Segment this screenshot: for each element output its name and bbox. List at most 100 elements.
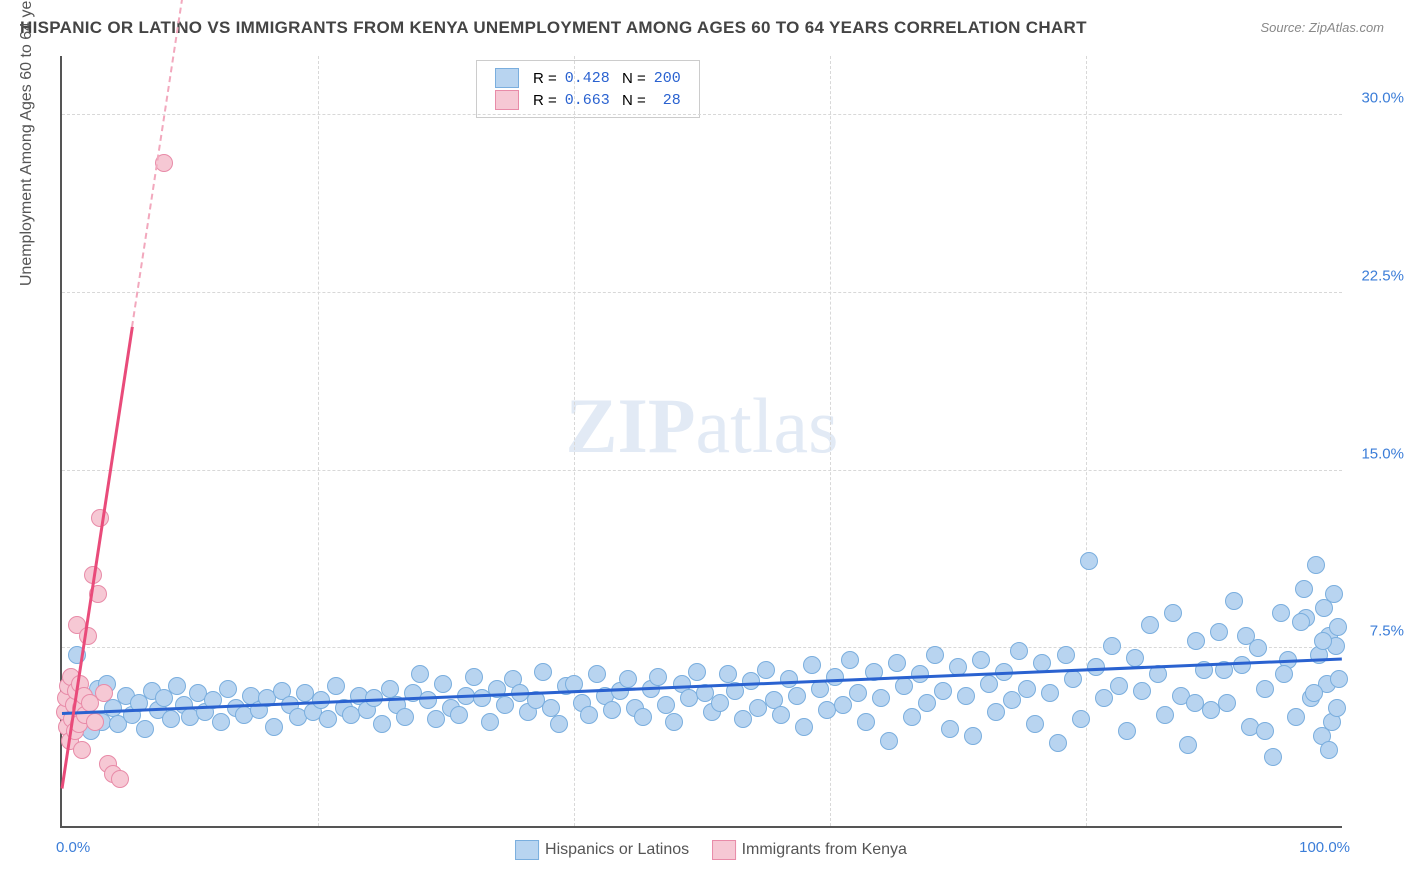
data-point: [319, 710, 337, 728]
data-point: [1187, 632, 1205, 650]
data-point: [719, 665, 737, 683]
data-point: [1256, 680, 1274, 698]
data-point: [427, 710, 445, 728]
data-point: [1141, 616, 1159, 634]
data-point: [1010, 642, 1028, 660]
data-point: [841, 651, 859, 669]
data-point: [734, 710, 752, 728]
data-point: [1164, 604, 1182, 622]
data-point: [73, 741, 91, 759]
trendline-extension: [131, 0, 216, 328]
gridline-v: [574, 56, 575, 826]
data-point: [1064, 670, 1082, 688]
y-tick-label: 30.0%: [1348, 90, 1404, 107]
data-point: [111, 770, 129, 788]
gridline-h: [62, 647, 1342, 648]
swatch-kenya: [495, 90, 519, 110]
data-point: [95, 684, 113, 702]
data-point: [550, 715, 568, 733]
data-point: [957, 687, 975, 705]
data-point: [1314, 632, 1332, 650]
data-point: [780, 670, 798, 688]
gridline-v: [1086, 56, 1087, 826]
y-tick-label: 7.5%: [1348, 623, 1404, 640]
data-point: [1307, 556, 1325, 574]
data-point: [941, 720, 959, 738]
data-point: [481, 713, 499, 731]
data-point: [1103, 637, 1121, 655]
data-point: [534, 663, 552, 681]
data-point: [1018, 680, 1036, 698]
data-point: [1256, 722, 1274, 740]
data-point: [219, 680, 237, 698]
data-point: [649, 668, 667, 686]
data-point: [665, 713, 683, 731]
data-point: [918, 694, 936, 712]
data-point: [757, 661, 775, 679]
chart-title: HISPANIC OR LATINO VS IMMIGRANTS FROM KE…: [20, 18, 1087, 38]
data-point: [987, 703, 1005, 721]
legend-row-kenya: R =0.663 N =28: [491, 89, 685, 111]
data-point: [795, 718, 813, 736]
x-tick-right: 100.0%: [1299, 839, 1350, 856]
data-point: [857, 713, 875, 731]
data-point: [373, 715, 391, 733]
data-point: [1095, 689, 1113, 707]
data-point: [411, 665, 429, 683]
data-point: [1305, 684, 1323, 702]
data-point: [711, 694, 729, 712]
y-tick-label: 22.5%: [1348, 267, 1404, 284]
data-point: [895, 677, 913, 695]
correlation-legend: R =0.428 N =200 R =0.663 N =28: [476, 60, 700, 118]
data-point: [327, 677, 345, 695]
data-point: [1026, 715, 1044, 733]
data-point: [934, 682, 952, 700]
swatch-hispanic-icon: [515, 840, 539, 860]
data-point: [1275, 665, 1293, 683]
data-point: [1287, 708, 1305, 726]
data-point: [688, 663, 706, 681]
data-point: [1080, 552, 1098, 570]
data-point: [1041, 684, 1059, 702]
data-point: [826, 668, 844, 686]
data-point: [434, 675, 452, 693]
data-point: [1072, 710, 1090, 728]
data-point: [1330, 670, 1348, 688]
swatch-hispanic: [495, 68, 519, 88]
data-point: [1133, 682, 1151, 700]
y-axis-label: Unemployment Among Ages 60 to 64 years: [18, 0, 36, 286]
data-point: [419, 691, 437, 709]
data-point: [1264, 748, 1282, 766]
swatch-kenya-icon: [712, 840, 736, 860]
data-point: [849, 684, 867, 702]
data-point: [496, 696, 514, 714]
data-point: [588, 665, 606, 683]
data-point: [1292, 613, 1310, 631]
data-point: [1110, 677, 1128, 695]
watermark: ZIPatlas: [566, 381, 839, 471]
scatter-plot-area: ZIPatlas R =0.428 N =200 R =0.663 N =28 …: [60, 56, 1342, 828]
data-point: [1320, 741, 1338, 759]
data-point: [1210, 623, 1228, 641]
data-point: [964, 727, 982, 745]
data-point: [1179, 736, 1197, 754]
data-point: [1118, 722, 1136, 740]
series-legend: Hispanics or Latinos Immigrants from Ken…: [497, 840, 907, 860]
data-point: [1272, 604, 1290, 622]
data-point: [880, 732, 898, 750]
data-point: [788, 687, 806, 705]
data-point: [396, 708, 414, 726]
data-point: [1049, 734, 1067, 752]
data-point: [1225, 592, 1243, 610]
data-point: [1325, 585, 1343, 603]
data-point: [162, 710, 180, 728]
x-tick-left: 0.0%: [56, 839, 90, 856]
data-point: [888, 654, 906, 672]
data-point: [1057, 646, 1075, 664]
data-point: [1295, 580, 1313, 598]
data-point: [465, 668, 483, 686]
data-point: [542, 699, 560, 717]
data-point: [657, 696, 675, 714]
data-point: [972, 651, 990, 669]
data-point: [1237, 627, 1255, 645]
